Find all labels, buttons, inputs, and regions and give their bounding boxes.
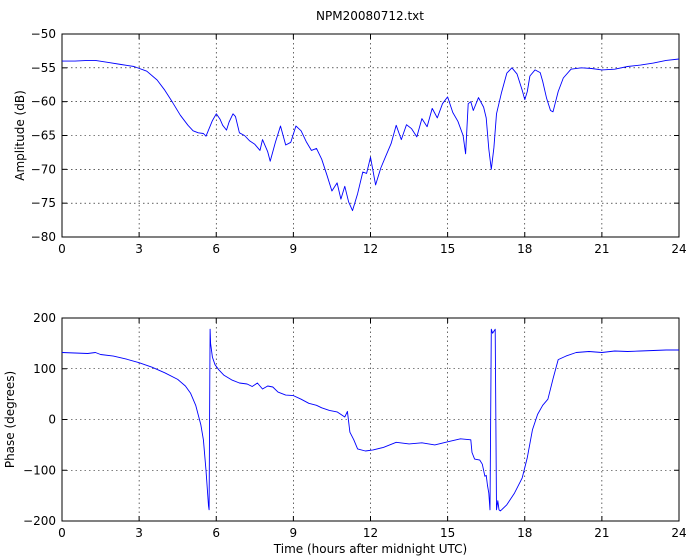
- phase-x-tick-label: 6: [212, 526, 220, 540]
- amplitude-y-tick-label: −65: [31, 129, 56, 143]
- amplitude-x-tick-label: 9: [290, 242, 298, 256]
- amplitude-y-tick-label: −50: [31, 27, 56, 41]
- amplitude-y-tick-label: −75: [31, 196, 56, 210]
- amplitude-y-tick-label: −55: [31, 61, 56, 75]
- phase-series-line: [61, 328, 679, 512]
- phase-x-tick-label: 0: [58, 526, 66, 540]
- phase-plot-area: [61, 317, 680, 522]
- amplitude-y-tick-label: −70: [31, 162, 56, 176]
- phase-y-tick-label: 200: [33, 311, 56, 325]
- amplitude-y-tick-label: −60: [31, 95, 56, 109]
- chart-title: NPM20080712.txt: [316, 9, 424, 23]
- amplitude-x-tick-label: 6: [212, 242, 220, 256]
- phase-x-tick-label: 3: [135, 526, 143, 540]
- phase-x-tick-label: 9: [290, 526, 298, 540]
- amplitude-grid: [62, 34, 679, 237]
- time-x-axis-label: Time (hours after midnight UTC): [273, 542, 467, 556]
- amplitude-x-tick-label: 15: [440, 242, 455, 256]
- amplitude-x-tick-label: 21: [594, 242, 609, 256]
- amplitude-x-tick-label: 0: [58, 242, 66, 256]
- phase-y-tick-label: 100: [33, 362, 56, 376]
- phase-ticks: 0 3 6 9 12 15 18 21 24 −200 −100 0 100 200: [23, 311, 687, 540]
- phase-x-tick-label: 18: [517, 526, 532, 540]
- amplitude-series-line: [62, 58, 680, 212]
- amplitude-plot-area: [61, 33, 680, 238]
- amplitude-ticks: 0 3 6 9 12 15 18 21 24 −80 −75 −70 −65 −60 −55 −50: [31, 27, 687, 256]
- amplitude-x-tick-label: 24: [671, 242, 686, 256]
- amplitude-x-tick-label: 18: [517, 242, 532, 256]
- phase-y-axis-label: Phase (degrees): [3, 371, 17, 468]
- phase-series: [61, 328, 679, 512]
- phase-y-tick-label: 0: [48, 413, 56, 427]
- phase-x-tick-label: 21: [594, 526, 609, 540]
- phase-x-tick-label: 24: [671, 526, 686, 540]
- phase-x-tick-label: 12: [363, 526, 378, 540]
- phase-x-tick-label: 15: [440, 526, 455, 540]
- amplitude-series: [62, 58, 680, 212]
- phase-axes: 0 3 6 9 12 15 18 21 24 −200 −100 0 100 200 Phase (deg…: [3, 311, 687, 556]
- amplitude-axes: 0 3 6 9 12 15 18 21 24 −80 −75 −70 −65 −60 −55 −50 Ampl…: [13, 27, 687, 256]
- amplitude-y-tick-label: −80: [31, 230, 56, 244]
- amplitude-x-tick-label: 3: [135, 242, 143, 256]
- amplitude-y-axis-label: Amplitude (dB): [13, 90, 27, 181]
- phase-y-tick-label: −100: [23, 463, 56, 477]
- amplitude-x-tick-label: 12: [363, 242, 378, 256]
- phase-y-tick-label: −200: [23, 514, 56, 528]
- phase-grid: [62, 318, 679, 521]
